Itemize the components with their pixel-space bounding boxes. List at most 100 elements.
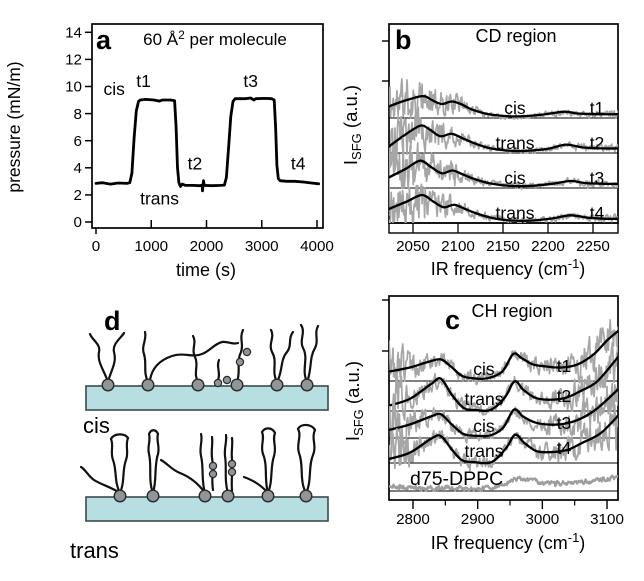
panel-a-xlabel: time (s) [176, 260, 236, 280]
lipid-chain [269, 328, 279, 384]
y-tick-label: 10 [65, 79, 82, 96]
label-time-t1: t1 [557, 356, 572, 376]
lipid-chain [230, 436, 234, 493]
x-tick-label: 3100 [590, 511, 624, 528]
label-cis: cis [83, 413, 110, 438]
lipid-chain [210, 435, 215, 492]
panel-b-title: CD region [475, 26, 556, 46]
lipid-chain [304, 428, 317, 495]
label-state-t2: trans [465, 389, 504, 409]
x-tick-label: 2150 [486, 238, 520, 255]
y-tick-label: 6 [74, 133, 82, 150]
panel-d: d cis trans [70, 306, 329, 563]
x-tick-label: 3000 [525, 511, 559, 528]
lipid-chain [296, 427, 308, 495]
annotation-t2: t2 [188, 154, 203, 174]
lipid-chain [147, 432, 155, 495]
annotation-t1: t1 [136, 71, 151, 91]
x-tick-label: 0 [92, 238, 100, 255]
label-state-t1: cis [504, 98, 526, 118]
lipid-chain [106, 331, 126, 384]
label-time-t4: t4 [590, 203, 605, 223]
spectrum-noise-t4 [389, 404, 618, 472]
lipid-chain [260, 430, 270, 495]
spectrum-noise-d75-DPPC [389, 474, 618, 493]
label-trans: trans [70, 538, 119, 563]
x-tick-label: 1000 [134, 238, 168, 255]
label-time-t2: t2 [557, 386, 572, 406]
head-group [221, 489, 235, 503]
label-time-t4: t4 [557, 438, 572, 458]
head-group [198, 489, 212, 503]
spectrum-noise-t2 [389, 341, 618, 436]
panel-c-ylabel: ISFG (a.u.) [342, 361, 366, 441]
lipid-chain [88, 332, 110, 384]
lipid-chain [109, 433, 130, 441]
chain-bead [208, 469, 218, 479]
lipid-chain [148, 340, 240, 382]
monolayer-trans: trans [70, 423, 329, 563]
label-state-t4: trans [496, 203, 535, 223]
panel-b: 2050 2100 2150 2200 2250 cis t1 trans t2 cis t3 tra… [340, 23, 619, 279]
spectrum-fit-t2 [389, 355, 618, 413]
x-tick-label: 2900 [461, 511, 495, 528]
lipid-chain [191, 334, 200, 384]
chain-bead [213, 378, 223, 388]
head-group [191, 378, 205, 392]
x-tick-label: 2050 [396, 238, 430, 255]
label-time-t3: t3 [590, 168, 605, 188]
y-tick-label: 2 [74, 187, 82, 204]
pressure-curve [94, 96, 321, 193]
spectrum-noise-t1 [389, 319, 618, 390]
y-tick-label: 8 [74, 106, 82, 123]
label-state-t4: trans [465, 441, 504, 461]
x-tick-label: 2100 [441, 238, 475, 255]
lipid-chain [260, 427, 277, 435]
spectrum-fit-t3 [389, 388, 618, 438]
lipid-chain [305, 324, 320, 384]
lipid-chain [109, 437, 122, 495]
lipid-chain [142, 330, 150, 384]
annotation-trans: trans [140, 188, 179, 208]
lipid-chain [275, 330, 295, 384]
head-group [300, 378, 314, 392]
x-tick-label: 2200 [531, 238, 565, 255]
panel-c-title: CH region [471, 301, 552, 321]
annotation-t3: t3 [243, 71, 258, 91]
head-group [146, 489, 160, 503]
head-group [113, 489, 127, 503]
panel-letter-d: d [104, 306, 121, 336]
head-group [261, 489, 275, 503]
head-group [141, 378, 155, 392]
panel-a-frame [91, 23, 324, 229]
chain-bead [235, 357, 245, 367]
annotation-t4: t4 [291, 154, 306, 174]
label-state-t3: cis [473, 416, 495, 436]
lipid-chain [223, 433, 230, 495]
panel-c: 2800 2900 3000 3100 cis t1 trans t2 cis t3 trans t4… [342, 295, 624, 553]
head-group [230, 378, 244, 392]
lipid-chain [235, 328, 245, 384]
x-tick-label: 2800 [396, 511, 430, 528]
label-state-t1: cis [473, 359, 495, 379]
x-tick-label: 2250 [576, 238, 610, 255]
spectrum-fit-t1 [389, 94, 618, 118]
panel-b-xlabel: IR frequency (cm-1) [431, 256, 586, 279]
panel-a-title: 60 Å2 per molecule [143, 28, 287, 49]
label-d75-dppc: d75-DPPC [410, 468, 503, 490]
label-time-t1: t1 [590, 98, 605, 118]
x-tick-label: 4000 [300, 238, 334, 255]
label-time-t3: t3 [557, 413, 572, 433]
spectrum-fit-t1 [389, 329, 618, 381]
substrate-slab [85, 385, 329, 411]
lipid-chain [216, 358, 221, 382]
panel-letter-c: c [445, 305, 460, 335]
annotation-cis: cis [104, 79, 126, 99]
spectrum-fit-t4 [389, 193, 618, 222]
y-tick-label: 12 [65, 52, 82, 69]
head-group [270, 378, 284, 392]
lipid-chain [296, 423, 317, 432]
lipid-chain [79, 465, 122, 495]
